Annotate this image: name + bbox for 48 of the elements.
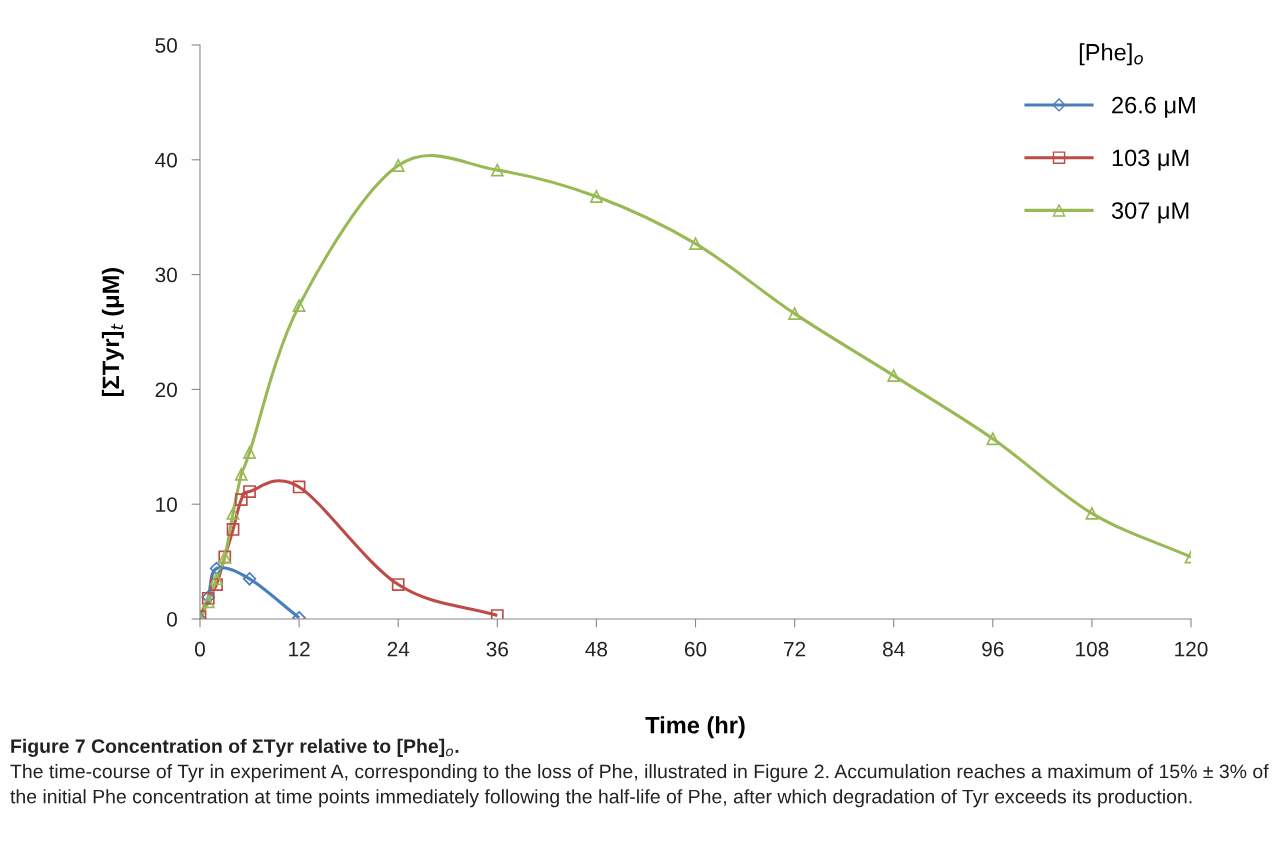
point <box>391 578 405 591</box>
point <box>210 572 223 586</box>
point <box>242 572 257 586</box>
text: The time-course of Tyr in experiment A, corresponding to the loss of Phe, illustrated in Figure 2. Accumulation reaches a maximum of 15% ± 3% of the initial Phe concentration at time points immediately following the half-life of Phe, after which degradation of Tyr exceeds its production. <box>10 764 1269 808</box>
point <box>226 506 240 520</box>
point <box>490 163 504 177</box>
point <box>201 595 215 609</box>
legend-title: [Phe]$_{o}$ <box>1079 43 1143 66</box>
legend-label: 307 μM <box>1111 202 1189 224</box>
point <box>1085 506 1099 520</box>
caption: Figure 7 Concentration of ΣTyr relative to [Phe]$_{o}$. <box>11 738 459 757</box>
x-axis-title: Time (hr) <box>645 716 745 739</box>
point <box>490 609 504 619</box>
point <box>226 523 240 536</box>
y-tick-label: 10 <box>156 497 177 512</box>
point <box>590 190 603 203</box>
point <box>234 467 248 481</box>
x-tick-label: 48 <box>585 641 608 657</box>
point <box>234 493 248 506</box>
point <box>391 159 405 172</box>
point <box>243 485 256 498</box>
point <box>986 432 1000 446</box>
point <box>689 237 702 250</box>
y-tick-label: 50 <box>155 38 177 53</box>
x-tick-label: 120 <box>1175 641 1208 657</box>
point <box>292 480 306 494</box>
point <box>243 446 256 459</box>
x-tick-label: 0 <box>195 641 205 657</box>
point <box>788 307 801 321</box>
x-tick-label: 84 <box>883 641 905 657</box>
y-tick-label: 0 <box>167 612 177 627</box>
point <box>887 369 901 383</box>
x-tick-label: 72 <box>784 641 806 657</box>
point <box>209 561 224 576</box>
x-tick-label: 96 <box>982 641 1004 657</box>
y-tick-label: 20 <box>155 382 177 398</box>
x-tick-label: 24 <box>387 641 410 657</box>
y-tick-label: 30 <box>155 267 177 283</box>
x-tick-label: 36 <box>486 641 508 657</box>
legend-label: 26.6 μM <box>1112 96 1195 118</box>
point <box>292 299 306 312</box>
point <box>210 578 223 591</box>
y-axis-title: [ΣTyr]$_{t}$ (μM) <box>101 268 124 396</box>
x-tick-label: 60 <box>684 641 707 657</box>
y-tick-label: 40 <box>155 152 177 168</box>
legend-label: 103 μM <box>1112 149 1189 171</box>
x-tick-label: 12 <box>289 641 310 657</box>
x-tick-label: 108 <box>1076 641 1109 657</box>
